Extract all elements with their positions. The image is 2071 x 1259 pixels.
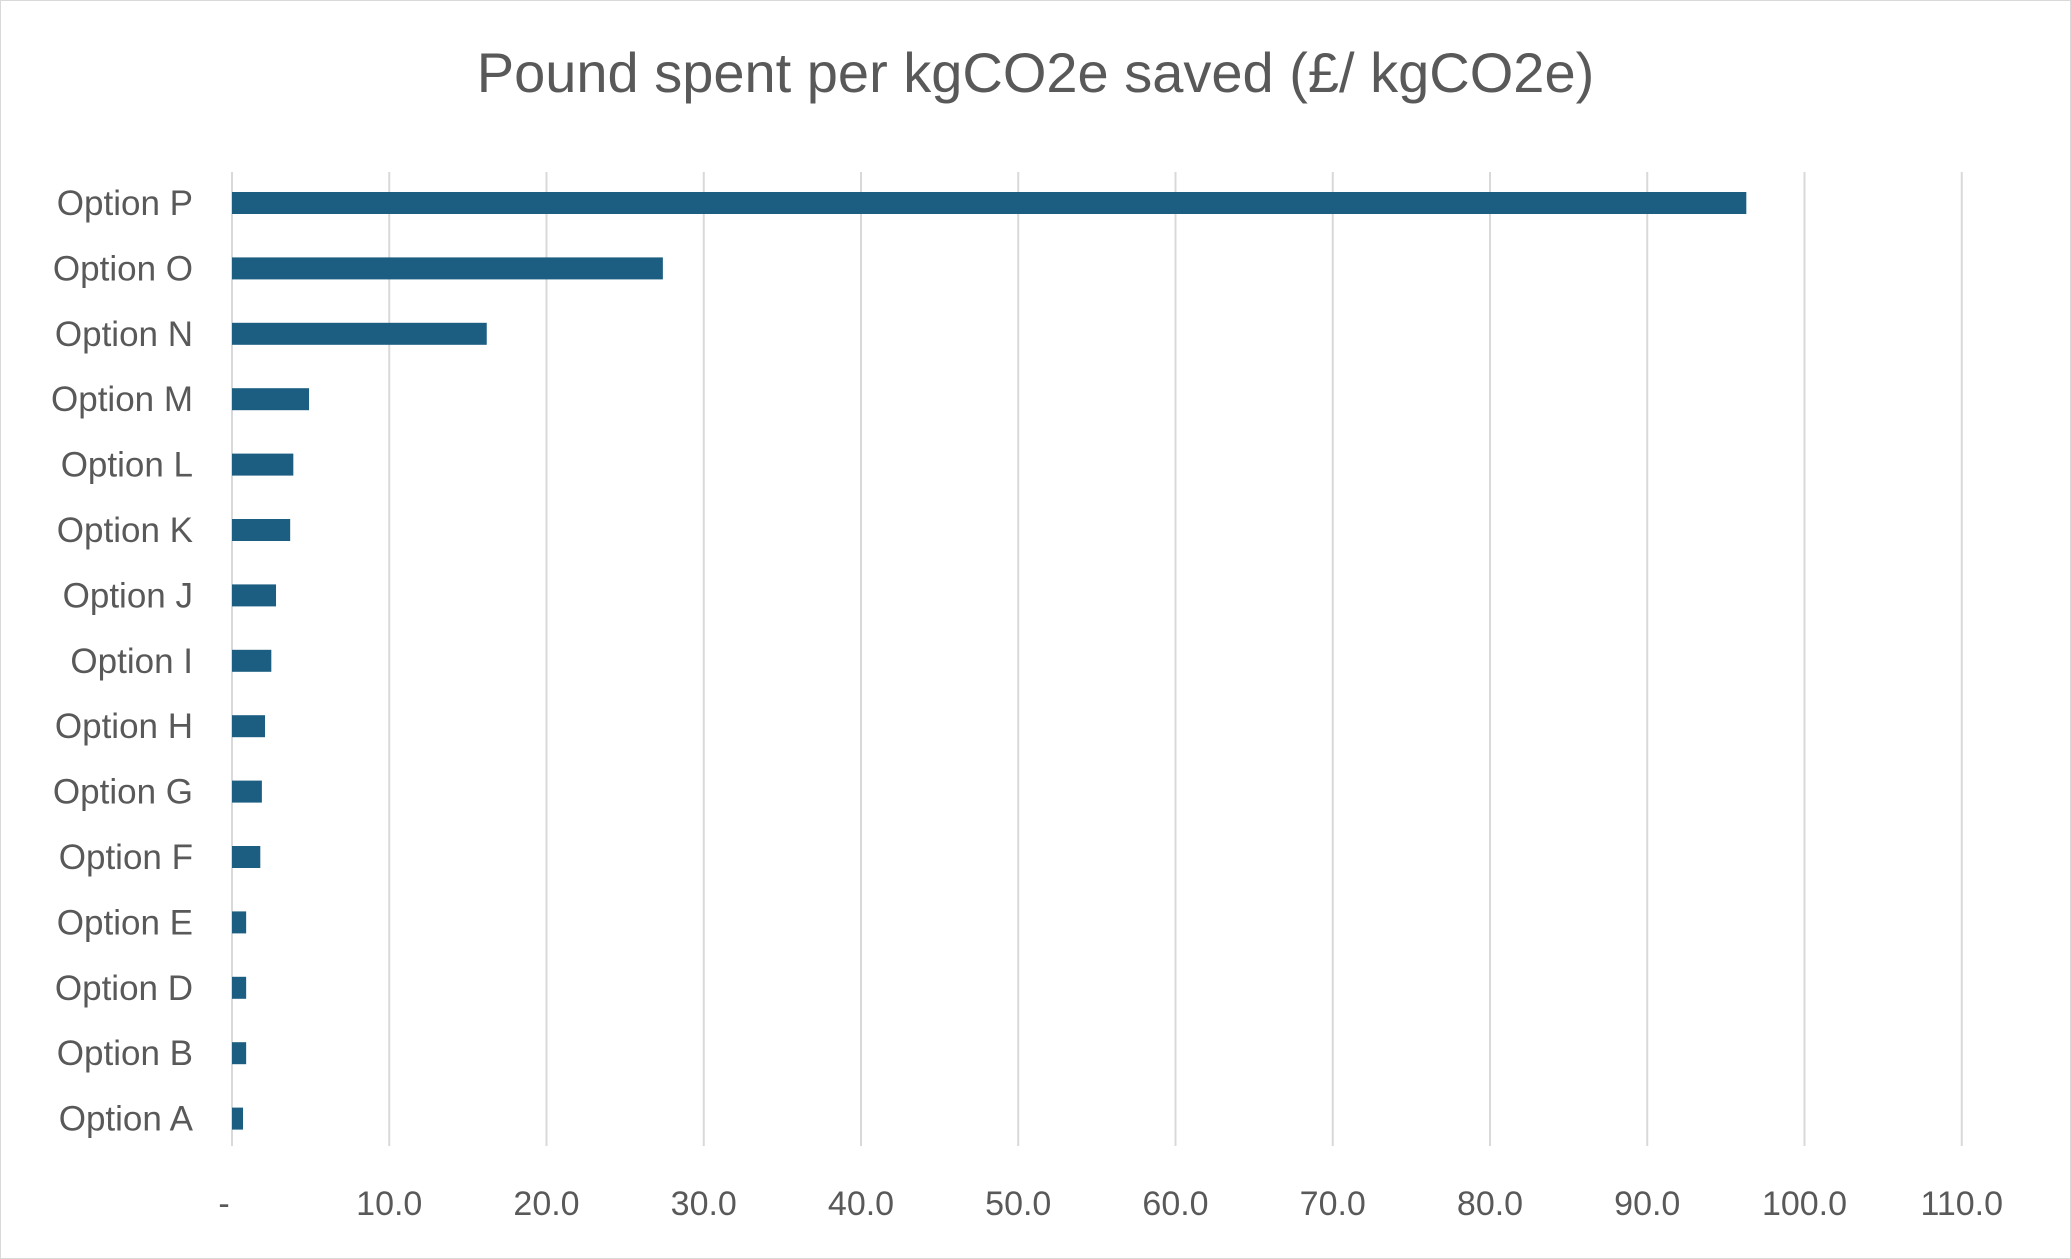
category-label: Option K [57, 511, 193, 550]
category-label: Option P [57, 184, 193, 223]
x-tick-label: 50.0 [985, 1185, 1051, 1223]
x-tick-label: 90.0 [1614, 1185, 1680, 1223]
x-tick-label: 10.0 [356, 1185, 422, 1223]
x-tick-label: 20.0 [513, 1185, 579, 1223]
bar [232, 192, 1747, 214]
bar [232, 1107, 244, 1130]
chart-title: Pound spent per kgCO2e saved (£/ kgCO2e) [476, 41, 1595, 104]
category-label: Option H [55, 707, 193, 746]
bar [232, 715, 266, 738]
bar [232, 584, 277, 607]
x-tick-label: 70.0 [1300, 1185, 1366, 1223]
x-tick-label: 80.0 [1457, 1185, 1523, 1223]
category-label: Option I [70, 642, 193, 681]
x-tick-label: 110.0 [1920, 1185, 2003, 1223]
bar [232, 649, 272, 672]
bar [232, 976, 247, 999]
x-tick-label: 60.0 [1142, 1185, 1208, 1223]
category-labels: Option P Option O Option N Option M Option L… [51, 184, 194, 1139]
bar [232, 322, 487, 345]
category-label: Option B [57, 1034, 193, 1073]
gridlines [231, 172, 1963, 1146]
category-label: Option L [61, 446, 193, 485]
category-label: Option N [55, 315, 193, 354]
category-label: Option F [59, 838, 193, 877]
bar [232, 388, 310, 411]
x-tick-label: 30.0 [671, 1185, 737, 1223]
x-tick-label: 100.0 [1762, 1185, 1847, 1223]
bar [232, 846, 261, 868]
bar [232, 519, 291, 541]
bar [232, 257, 663, 280]
category-label: Option E [57, 903, 193, 942]
bar [232, 911, 247, 934]
bars [232, 192, 1747, 1130]
x-tick-label: 40.0 [828, 1185, 894, 1223]
x-tick-label: - [218, 1185, 229, 1223]
x-axis-tick-labels: - 10.0 20.0 30.0 40.0 50.0 60.0 70.0 80.0 90.0 100… [218, 1185, 2003, 1223]
bar [232, 1042, 247, 1065]
category-label: Option D [55, 969, 193, 1008]
category-label: Option G [53, 773, 193, 812]
category-label: Option O [53, 249, 193, 288]
category-label: Option M [51, 380, 193, 419]
bar [232, 453, 294, 476]
bar [232, 780, 262, 803]
category-label: Option A [59, 1100, 194, 1139]
category-label: Option J [63, 576, 193, 615]
